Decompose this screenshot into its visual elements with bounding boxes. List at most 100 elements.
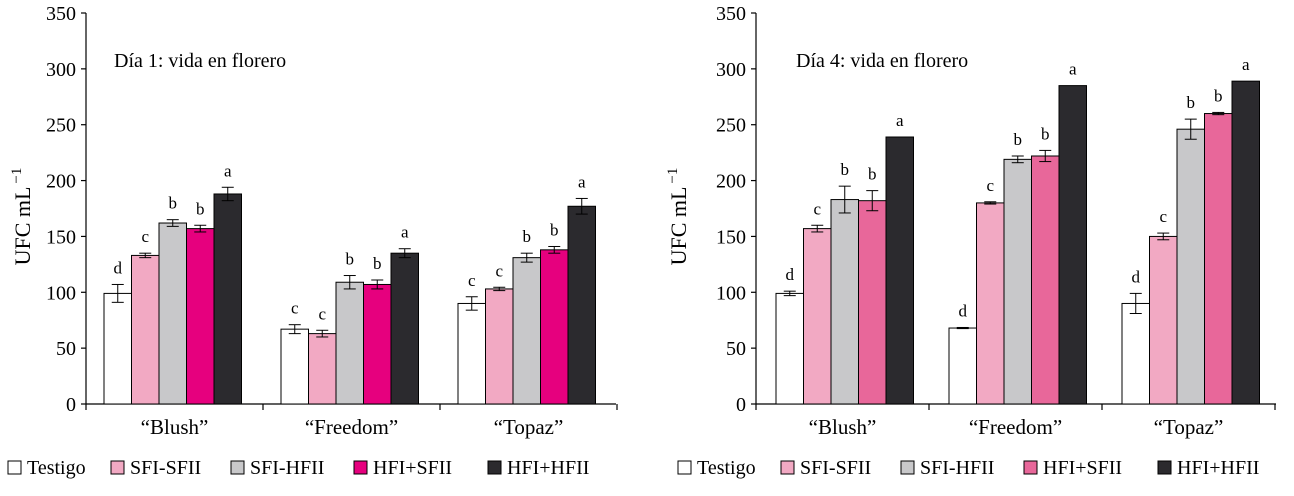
legend-swatch — [487, 460, 502, 475]
significance-letter: a — [578, 172, 586, 191]
significance-letter: d — [959, 301, 968, 320]
category-label: “Freedom” — [305, 415, 398, 439]
y-tick-label: 250 — [46, 115, 76, 137]
bar-testigo — [280, 328, 309, 405]
y-tick-label: 0 — [66, 394, 76, 416]
significance-letter: b — [523, 227, 532, 246]
bar-testigo — [103, 292, 132, 405]
significance-letter: a — [224, 161, 232, 180]
chart-panel-day4: 0 50 100 150 200 250 300 350 UFC mL−1 Día 4: vida… — [650, 0, 1294, 492]
significance-letter: a — [401, 223, 409, 242]
bar-hfi-sfii — [363, 283, 392, 405]
bar-sfi-hfii — [335, 281, 364, 405]
legend-swatch — [677, 460, 692, 475]
significance-letter: c — [318, 304, 326, 323]
significance-letter: c — [813, 199, 821, 218]
bar-sfi-sfii — [308, 333, 337, 405]
bar-sfi-sfii — [1149, 235, 1178, 405]
category-label: “Freedom” — [969, 415, 1062, 439]
significance-letter: b — [196, 199, 205, 218]
bar-sfi-hfii — [1003, 158, 1032, 405]
bar-sfi-hfii — [158, 222, 187, 405]
legend-swatch — [110, 460, 125, 475]
legend-label: SFI-HFII — [920, 457, 994, 479]
significance-letter: b — [1214, 86, 1223, 105]
y-axis-label: UFC mL−1 — [665, 168, 691, 266]
y-tick-label: 350 — [716, 3, 746, 25]
significance-letter: a — [1069, 60, 1077, 79]
legend-label: SFI-HFII — [250, 457, 324, 479]
significance-letter: c — [1159, 207, 1167, 226]
bar-hfi-hfii — [1058, 85, 1087, 405]
bar-sfi-hfii — [512, 257, 541, 405]
y-tick-label: 50 — [726, 338, 746, 360]
bar-sfi-sfii — [131, 254, 160, 405]
significance-letter: d — [114, 258, 123, 277]
significance-letter: b — [1187, 93, 1196, 112]
chart-panel-day1: 0 50 100 150 200 250 300 350 UFC mL−1 Día 1: vida… — [0, 0, 650, 492]
bar-hfi-sfii — [858, 200, 887, 405]
bar-sfi-sfii — [803, 228, 832, 405]
significance-letter: c — [291, 299, 299, 318]
category-label: “Blush” — [809, 415, 877, 439]
legend-swatch — [1157, 460, 1172, 475]
significance-letter: b — [169, 194, 178, 213]
significance-letter: c — [495, 261, 503, 280]
significance-letter: b — [841, 160, 850, 179]
bar-sfi-hfii — [830, 199, 859, 405]
y-tick-label: 300 — [46, 59, 76, 81]
significance-letter: d — [1132, 267, 1141, 286]
bar-sfi-sfii — [976, 202, 1005, 405]
bar-hfi-hfii — [885, 136, 914, 405]
legend-label: Testigo — [27, 457, 86, 479]
bar-hfi-hfii — [1231, 80, 1260, 405]
legend-swatch — [1023, 460, 1038, 475]
legend-label: SFI-SFII — [130, 457, 201, 479]
y-axis-label: UFC mL−1 — [9, 168, 35, 266]
y-tick-label: 300 — [716, 59, 746, 81]
significance-letter: a — [1242, 55, 1250, 74]
bar-testigo — [775, 292, 804, 405]
significance-letter: b — [346, 250, 355, 269]
significance-letter: b — [1041, 124, 1050, 143]
legend-swatch — [230, 460, 245, 475]
significance-letter: b — [550, 220, 559, 239]
y-tick-label: 350 — [46, 3, 76, 25]
chart-title: Día 4: vida en florero — [796, 50, 968, 72]
y-tick-label: 150 — [716, 226, 746, 248]
category-label: “Topaz” — [494, 415, 564, 439]
significance-letter: c — [141, 227, 149, 246]
bar-testigo — [457, 302, 486, 405]
significance-letter: b — [373, 254, 382, 273]
legend-swatch — [780, 460, 795, 475]
y-tick-label: 250 — [716, 115, 746, 137]
legend-label: HFI+HFII — [507, 457, 589, 479]
legend-swatch — [7, 460, 22, 475]
bar-hfi-sfii — [1204, 113, 1233, 405]
category-label: “Blush” — [141, 415, 209, 439]
legend-label: HFI+SFII — [373, 457, 452, 479]
legend-swatch — [900, 460, 915, 475]
bar-hfi-hfii — [567, 205, 596, 405]
significance-letter: d — [786, 265, 795, 284]
significance-letter: b — [868, 165, 877, 184]
significance-letter: a — [896, 111, 904, 130]
chart-title: Día 1: vida en florero — [114, 50, 286, 72]
chart-day4: 0 50 100 150 200 250 300 350 UFC mL−1 Día 4: vida… — [665, 3, 1276, 479]
chart-day1: 0 50 100 150 200 250 300 350 UFC mL−1 Día 1: vida… — [7, 3, 618, 479]
significance-letter: c — [986, 176, 994, 195]
legend-label: HFI+HFII — [1177, 457, 1259, 479]
legend-swatch — [353, 460, 368, 475]
bar-hfi-hfii — [390, 252, 419, 405]
legend-label: SFI-SFII — [800, 457, 871, 479]
y-tick-label: 200 — [716, 171, 746, 193]
bar-testigo — [948, 327, 977, 405]
y-tick-label: 100 — [716, 282, 746, 304]
significance-letter: b — [1014, 130, 1023, 149]
bar-hfi-sfii — [1031, 155, 1060, 405]
bar-hfi-hfii — [213, 193, 242, 405]
significance-letter: c — [468, 271, 476, 290]
bar-sfi-sfii — [485, 288, 514, 405]
bar-sfi-hfii — [1176, 128, 1205, 405]
y-tick-label: 0 — [736, 394, 746, 416]
